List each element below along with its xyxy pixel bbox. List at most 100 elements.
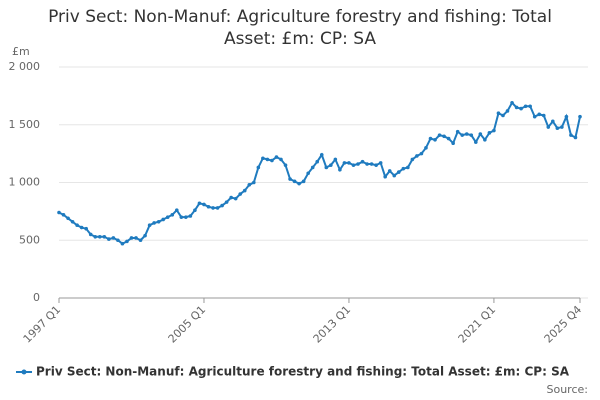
- chart-title: Priv Sect: Non-Manuf: Agriculture forest…: [48, 7, 552, 49]
- data-point: [184, 215, 188, 219]
- data-point: [102, 234, 107, 239]
- data-point: [410, 157, 415, 162]
- data-line: [58, 101, 581, 245]
- data-point: [537, 112, 542, 117]
- data-point: [578, 114, 582, 119]
- data-point: [464, 132, 469, 136]
- data-point: [474, 140, 478, 144]
- legend-marker: [21, 369, 27, 375]
- data-point: [555, 126, 560, 131]
- y-tick-label: 2 000: [9, 60, 41, 73]
- data-point: [238, 192, 243, 196]
- data-point: [573, 135, 578, 140]
- data-point: [560, 125, 564, 129]
- data-point: [333, 157, 338, 162]
- data-point: [338, 167, 342, 172]
- data-point: [532, 114, 537, 119]
- data-point: [374, 163, 378, 167]
- data-point: [283, 163, 288, 167]
- data-point: [360, 159, 365, 164]
- data-point: [116, 238, 120, 243]
- data-point: [501, 113, 505, 118]
- data-point: [292, 179, 297, 184]
- data-point: [233, 196, 238, 201]
- data-point: [551, 119, 555, 124]
- data-point: [70, 219, 75, 224]
- data-point: [161, 217, 165, 222]
- data-point: [523, 104, 528, 109]
- data-point: [301, 179, 306, 184]
- data-point: [356, 162, 360, 166]
- data-point: [129, 236, 134, 240]
- data-point: [297, 181, 301, 186]
- data-point: [170, 213, 175, 217]
- data-point: [147, 223, 152, 228]
- x-tick-label: 2021 Q1: [456, 303, 499, 346]
- data-point: [528, 104, 532, 109]
- data-point: [211, 206, 215, 210]
- data-point: [478, 132, 483, 136]
- data-point: [401, 166, 406, 171]
- data-point: [197, 201, 202, 206]
- data-point: [383, 174, 387, 179]
- data-point: [79, 225, 84, 230]
- data-point: [437, 133, 442, 137]
- data-point: [487, 131, 492, 135]
- y-tick-label: 1 500: [9, 118, 41, 131]
- data-point: [202, 202, 206, 207]
- data-point: [446, 136, 451, 141]
- y-tick-label: 1 000: [9, 176, 41, 189]
- data-point: [396, 170, 401, 174]
- data-point: [138, 238, 143, 243]
- data-point: [514, 105, 519, 110]
- data-point: [57, 210, 61, 215]
- data-point: [88, 232, 93, 237]
- data-point: [265, 157, 270, 162]
- data-point: [347, 161, 351, 165]
- data-point: [261, 156, 265, 161]
- data-point: [406, 165, 410, 170]
- data-point: [483, 137, 487, 142]
- data-point: [496, 111, 501, 115]
- y-tick-label: 500: [19, 233, 40, 246]
- data-point: [351, 163, 356, 167]
- data-point: [288, 177, 292, 181]
- y-tick-label: 0: [33, 291, 40, 304]
- data-point: [433, 137, 437, 142]
- data-point: [143, 233, 147, 238]
- data-point: [541, 113, 546, 118]
- data-point: [242, 188, 247, 193]
- data-point: [442, 134, 446, 139]
- data-point: [220, 203, 224, 208]
- data-point: [428, 136, 433, 141]
- data-point: [469, 133, 474, 137]
- data-point: [61, 213, 66, 217]
- data-point: [179, 215, 184, 219]
- data-point: [319, 152, 324, 157]
- data-point: [505, 109, 510, 113]
- data-point: [193, 208, 197, 213]
- data-point: [165, 215, 170, 219]
- data-point: [156, 219, 161, 224]
- data-point: [329, 163, 333, 167]
- data-point: [120, 241, 125, 246]
- data-point: [492, 128, 496, 133]
- data-point: [174, 208, 179, 213]
- data-point: [75, 223, 79, 228]
- data-point: [378, 161, 383, 165]
- data-point: [546, 125, 551, 129]
- data-point: [365, 162, 369, 166]
- legend-label: Priv Sect: Non-Manuf: Agriculture forest…: [36, 365, 570, 379]
- x-tick-label: 2025 Q4: [542, 303, 585, 346]
- data-point: [125, 239, 129, 244]
- data-point: [342, 161, 347, 165]
- x-tick-label: 2013 Q1: [311, 303, 354, 346]
- data-point: [310, 165, 315, 170]
- data-point: [324, 165, 329, 170]
- data-point: [569, 133, 573, 137]
- data-point: [206, 204, 211, 209]
- data-point: [392, 173, 397, 178]
- data-point: [415, 154, 419, 158]
- data-point: [455, 129, 460, 134]
